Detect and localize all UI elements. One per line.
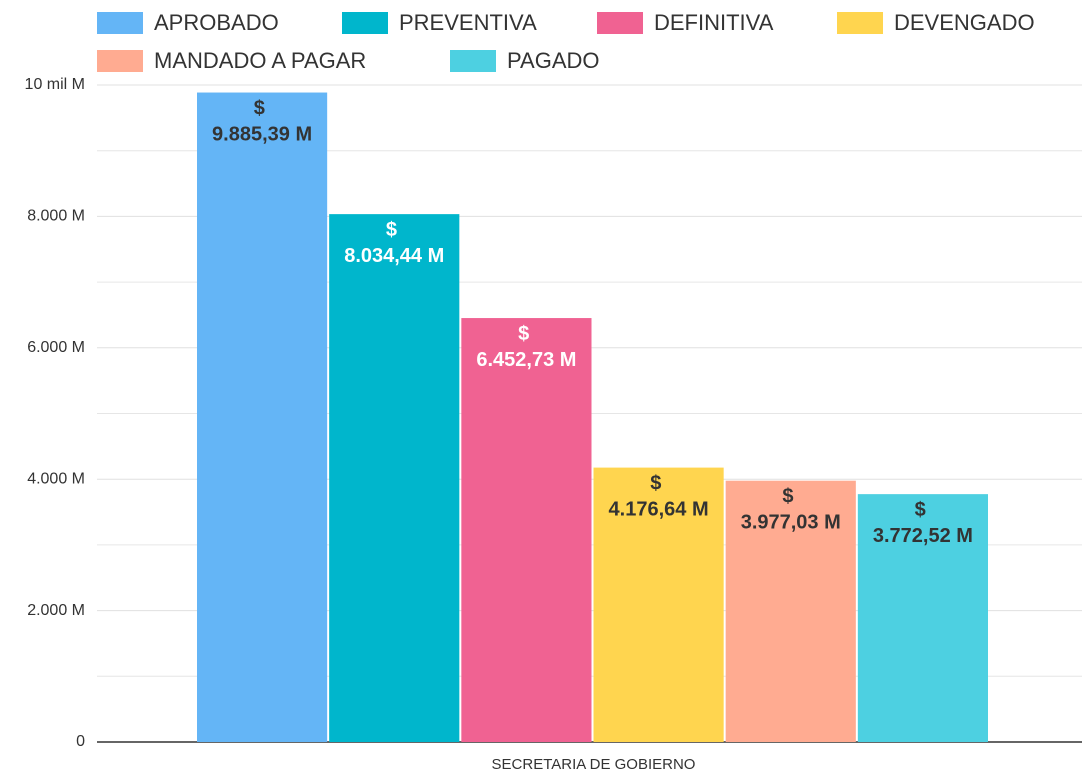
value-label: $ 8.034,44 M: [344, 219, 444, 267]
bar: [725, 480, 856, 742]
bar: [461, 318, 592, 742]
legend-swatch: [837, 12, 883, 34]
value-label: $ 3.772,52 M: [873, 499, 973, 547]
legend-label: PREVENTIVA: [399, 10, 537, 35]
value-label-part: 4.176,64 M: [609, 499, 709, 521]
legend-label: MANDADO A PAGAR: [154, 48, 366, 73]
legend-swatch: [342, 12, 388, 34]
value-label-part: $: [782, 486, 799, 508]
value-label-part: 9.885,39 M: [212, 124, 312, 146]
legend-swatch: [450, 50, 496, 72]
legend-label: DEVENGADO: [894, 10, 1035, 35]
value-label: $ 3.977,03 M: [741, 486, 841, 534]
y-tick-label: 10 mil M: [25, 76, 85, 93]
y-tick-label: 2.000 M: [27, 602, 85, 619]
bar: [857, 494, 988, 742]
value-label: $ 6.452,73 M: [476, 323, 576, 371]
value-label-part: 3.772,52 M: [873, 525, 973, 547]
y-tick-label: 0: [76, 733, 85, 750]
y-tick-label: 4.000 M: [27, 470, 85, 487]
value-label-part: $: [386, 219, 403, 241]
bar: [329, 214, 460, 742]
value-label: $ 9.885,39 M: [212, 98, 312, 146]
x-tick-label: SECRETARIA DE GOBIERNO: [492, 756, 696, 773]
value-label: $ 4.176,64 M: [609, 473, 709, 521]
value-label-part: $: [915, 499, 932, 521]
value-label-part: $: [650, 473, 667, 495]
value-label-part: 6.452,73 M: [476, 349, 576, 371]
y-tick-label: 8.000 M: [27, 208, 85, 225]
y-tick-label: 6.000 M: [27, 339, 85, 356]
value-label-part: 8.034,44 M: [344, 245, 444, 267]
value-label-part: $: [254, 98, 271, 120]
bar: [197, 92, 328, 742]
legend-swatch: [597, 12, 643, 34]
value-label-part: $: [518, 323, 535, 345]
value-label-part: 3.977,03 M: [741, 512, 841, 534]
legend-label: DEFINITIVA: [654, 10, 774, 35]
legend-label: APROBADO: [154, 10, 279, 35]
bar: [593, 467, 724, 742]
legend-swatch: [97, 50, 143, 72]
legend-swatch: [97, 12, 143, 34]
legend-label: PAGADO: [507, 48, 600, 73]
